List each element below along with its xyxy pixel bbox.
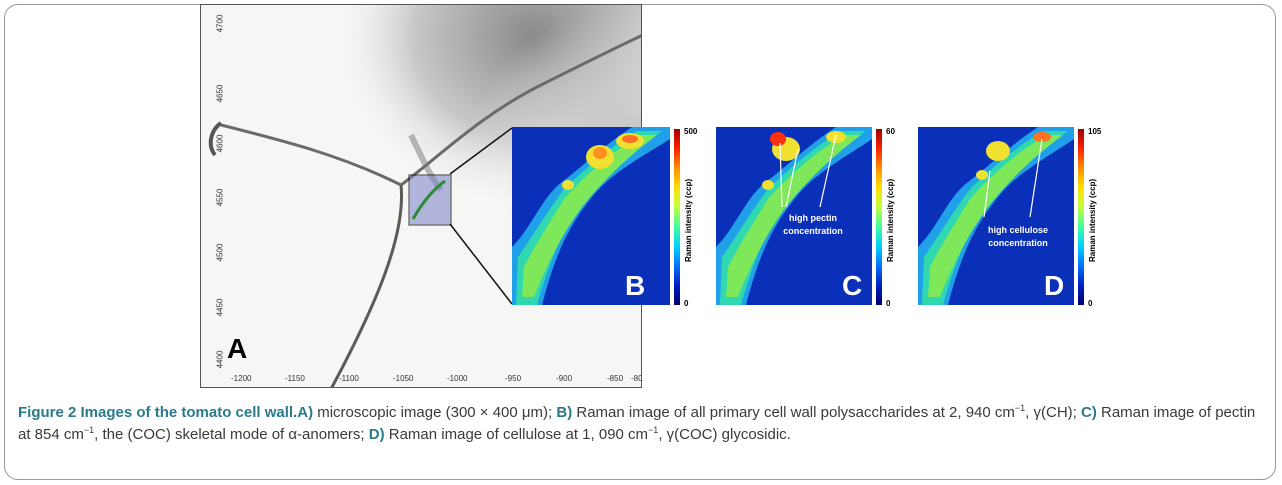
x-tick: -80 — [631, 374, 642, 383]
caption-text-b: Raman image of all primary cell wall pol… — [572, 404, 1015, 421]
panel-c-cbar-max: 60 — [886, 127, 895, 136]
panel-b-cbar-min: 0 — [684, 299, 689, 308]
superscript: −1 — [648, 425, 659, 435]
caption-tail-c: , the (COC) skeletal mode of α-anomers; — [94, 426, 369, 443]
panel-b-cbar-label: Raman intensity (ccp) — [684, 178, 693, 262]
panel-d-colorbar — [1078, 129, 1084, 305]
panel-b-cbar-max: 500 — [684, 127, 698, 136]
annotation-line: concentration — [783, 226, 843, 236]
x-tick: -950 — [505, 374, 522, 383]
panel-c-annotation: high pectin concentration — [763, 212, 863, 238]
annotation-line: concentration — [988, 238, 1048, 248]
superscript: −1 — [83, 425, 95, 435]
caption-label-a: A) — [297, 404, 314, 421]
annotation-line: high cellulose — [987, 225, 1048, 235]
panel-d-cbar-min: 0 — [1088, 299, 1093, 308]
panel-c-cbar-label: Raman intensity (ccp) — [886, 178, 895, 262]
caption-tail-d: , γ(COC) glycosidic. — [658, 426, 791, 443]
caption-tail-b: , γ(CH); — [1025, 404, 1081, 421]
panel-b-raman-image — [512, 127, 670, 305]
panel-d-cbar-label: Raman intensity (ccp) — [1088, 178, 1097, 262]
caption-label-d: D) — [368, 426, 385, 443]
panel-d-letter: D — [1044, 270, 1065, 301]
superscript: −1 — [1014, 403, 1026, 413]
caption-label-c: C) — [1081, 404, 1097, 421]
panel-b-colorbar — [674, 129, 680, 305]
caption-text-d: Raman image of cellulose at 1, 090 cm — [384, 426, 649, 443]
panel-d-cbar-max: 105 — [1088, 127, 1102, 136]
x-tick: -1000 — [447, 374, 468, 383]
caption-title: Figure 2 Images of the tomato cell wall. — [18, 404, 298, 421]
panel-d-raman-image — [918, 127, 1074, 305]
figure-caption: Figure 2 Images of the tomato cell wall.… — [18, 402, 1258, 446]
x-tick: -1150 — [285, 374, 305, 383]
panel-b-letter: B — [625, 270, 646, 301]
x-tick: -1200 — [231, 374, 252, 383]
caption-text-a: microscopic image (300 × 400 μm); — [313, 404, 557, 421]
panel-c-colorbar — [876, 129, 882, 305]
caption-text-c: Raman image of pectin at 854 cm — [18, 404, 1256, 443]
x-tick: -900 — [556, 374, 573, 383]
x-tick: -850 — [607, 374, 624, 383]
caption-label-b: B) — [556, 404, 573, 421]
panel-c-cbar-min: 0 — [886, 299, 891, 308]
panel-c-letter: C — [842, 270, 863, 301]
panel-d-annotation: high cellulose concentration — [963, 224, 1073, 250]
annotation-line: high pectin — [789, 213, 837, 223]
panel-c-raman-image — [716, 127, 872, 305]
panel-a-letter: A — [227, 333, 248, 364]
x-tick: -1050 — [393, 374, 414, 383]
x-tick: -1100 — [339, 374, 359, 383]
